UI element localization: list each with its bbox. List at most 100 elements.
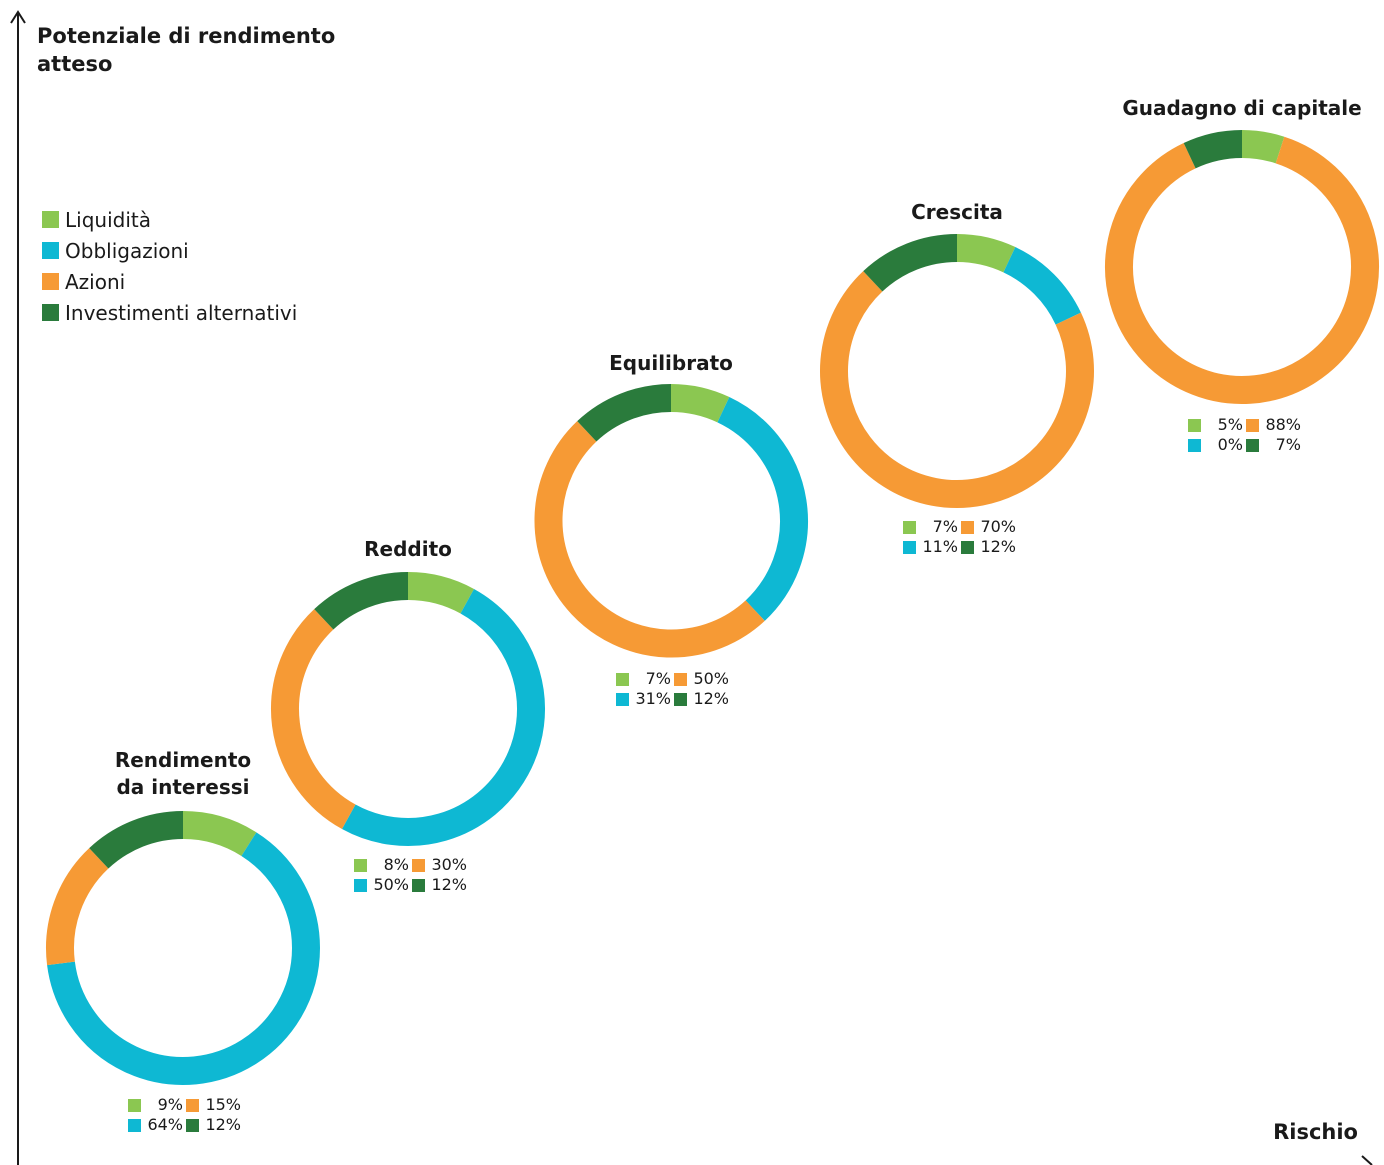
value-labels-crescita: 7% 70% 11% 12% — [903, 517, 1025, 557]
legend-swatch — [42, 242, 59, 259]
value-text: 7% — [645, 669, 671, 688]
value-text: 64% — [147, 1115, 183, 1134]
value-label-liquidita: 5% — [1188, 415, 1246, 435]
value-text: 12% — [693, 689, 729, 708]
value-text: 15% — [205, 1095, 241, 1114]
value-text: 9% — [157, 1095, 183, 1114]
portfolio-title-line: Guadagno di capitale — [1122, 96, 1362, 120]
value-label-obbligazioni: 64% — [128, 1115, 186, 1135]
legend-swatch — [42, 304, 59, 321]
value-text: 12% — [980, 537, 1016, 556]
portfolio-title-rendimento-da-interessi: Rendimento da interessi — [115, 747, 251, 801]
value-swatch — [1188, 438, 1201, 452]
portfolio-title-line: da interessi — [116, 775, 250, 799]
value-text: 11% — [922, 537, 958, 556]
value-label-azioni: 88% — [1246, 415, 1310, 435]
donut-layer — [46, 130, 1379, 1085]
value-swatch — [674, 692, 687, 706]
value-swatch — [186, 1098, 199, 1112]
donut-reddito — [271, 572, 545, 846]
donut-slice-liquidita — [956, 234, 1016, 273]
value-text: 0% — [1217, 435, 1243, 454]
portfolio-title-line: Equilibrato — [609, 351, 733, 375]
value-label-liquidita: 8% — [354, 855, 412, 875]
value-swatch — [1188, 418, 1201, 432]
y-axis-title: Potenziale di rendimento atteso — [37, 24, 336, 76]
donut-slice-azioni — [1105, 136, 1379, 404]
donut-slice-azioni — [820, 271, 1094, 508]
donut-slice-azioni — [534, 421, 765, 658]
donut-slice-liquidita — [1241, 130, 1285, 164]
value-swatch — [128, 1118, 141, 1132]
value-label-liquidita: 7% — [903, 517, 961, 537]
value-swatch — [616, 672, 629, 686]
value-swatch — [354, 858, 367, 872]
value-labels-reddito: 8% 30% 50% 12% — [354, 855, 476, 895]
donut-crescita — [820, 234, 1094, 508]
value-swatch — [186, 1118, 199, 1132]
value-labels-equilibrato: 7% 50% 31% 12% — [616, 669, 738, 709]
donut-slice-obbligazioni — [342, 588, 545, 846]
donut-slice-liquidita — [182, 811, 257, 857]
value-label-investimenti-alternativi: 7% — [1246, 435, 1310, 455]
legend-item-obbligazioni: Obbligazioni — [42, 235, 297, 266]
value-swatch — [903, 520, 916, 534]
value-swatch — [616, 692, 629, 706]
x-axis-arrowhead — [1361, 1155, 1373, 1165]
portfolio-title-equilibrato: Equilibrato — [609, 350, 733, 377]
value-text: 31% — [635, 689, 671, 708]
value-swatch — [1246, 418, 1259, 432]
value-text: 12% — [431, 875, 467, 894]
portfolio-title-crescita: Crescita — [911, 199, 1003, 226]
value-text: 12% — [205, 1115, 241, 1134]
legend-label: Investimenti alternativi — [65, 300, 298, 325]
value-label-obbligazioni: 31% — [616, 689, 674, 709]
value-label-investimenti-alternativi: 12% — [186, 1115, 250, 1135]
legend-item-liquidita: Liquidità — [42, 204, 297, 235]
value-text: 50% — [693, 669, 729, 688]
legend-label: Liquidità — [65, 207, 151, 232]
donut-slice-liquidita — [670, 384, 730, 423]
legend-label: Obbligazioni — [65, 238, 189, 263]
donut-equilibrato — [534, 384, 808, 658]
y-axis-arrowhead — [10, 10, 26, 24]
value-swatch — [1246, 438, 1259, 452]
value-text: 30% — [431, 855, 467, 874]
value-label-liquidita: 7% — [616, 669, 674, 689]
x-axis-arrow — [1361, 1155, 1373, 1165]
value-label-investimenti-alternativi: 12% — [412, 875, 476, 895]
value-text: 88% — [1265, 415, 1301, 434]
value-text: 8% — [383, 855, 409, 874]
value-swatch — [412, 858, 425, 872]
value-label-obbligazioni: 11% — [903, 537, 961, 557]
legend-swatch — [42, 211, 59, 228]
legend-item-investimenti-alternativi: Investimenti alternativi — [42, 297, 297, 328]
portfolio-title-line: Reddito — [364, 537, 452, 561]
value-labels-guadagno-di-capitale: 5% 88% 0% 7% — [1188, 415, 1310, 455]
value-label-investimenti-alternativi: 12% — [961, 537, 1025, 557]
value-text: 5% — [1217, 415, 1243, 434]
donut-slice-obbligazioni — [47, 832, 320, 1085]
x-axis-title: Rischio — [1273, 1120, 1358, 1144]
y-axis — [10, 10, 26, 1165]
value-label-obbligazioni: 50% — [354, 875, 412, 895]
donut-slice-investimenti-alternativi — [89, 811, 184, 869]
donut-rendimento-da-interessi — [46, 811, 320, 1085]
value-swatch — [354, 878, 367, 892]
legend-swatch — [42, 273, 59, 290]
value-label-azioni: 50% — [674, 669, 738, 689]
donut-slice-azioni — [271, 609, 356, 830]
portfolio-title-guadagno-di-capitale: Guadagno di capitale — [1122, 95, 1361, 122]
legend: Liquidità Obbligazioni Azioni Investimenti … — [42, 204, 297, 328]
legend-label: Azioni — [65, 269, 126, 294]
value-swatch — [412, 878, 425, 892]
donut-slice-investimenti-alternativi — [314, 572, 409, 630]
donut-slice-azioni — [46, 848, 109, 966]
donut-slice-liquidita — [407, 572, 475, 614]
value-swatch — [961, 520, 974, 534]
value-swatch — [961, 540, 974, 554]
portfolio-title-reddito: Reddito — [364, 536, 452, 563]
portfolio-title-line: Rendimento — [114, 748, 252, 772]
donut-slice-obbligazioni — [717, 397, 808, 621]
